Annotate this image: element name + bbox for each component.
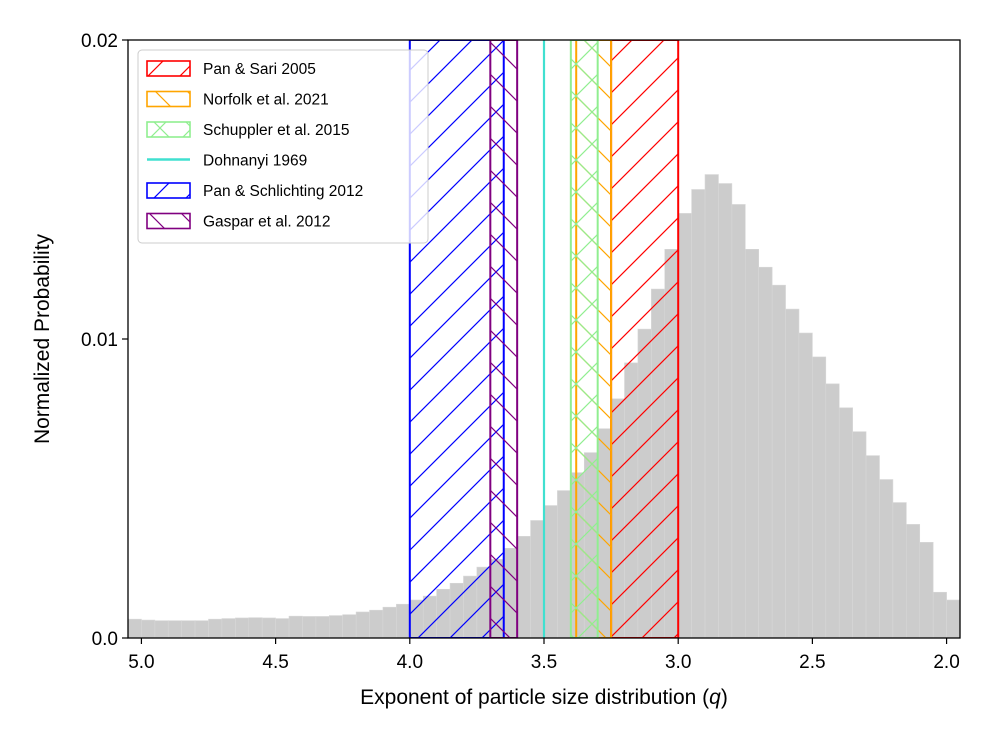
histogram-bar (530, 520, 545, 638)
histogram-bar (516, 536, 531, 638)
legend-label-gaspar-et-al-2012: Gaspar et al. 2012 (203, 214, 331, 231)
legend-label-dohnanyi-1969: Dohnanyi 1969 (203, 153, 307, 170)
legend-swatch-gaspar-et-al-2012 (146, 212, 191, 230)
y-tick-label: 0.0 (92, 629, 118, 650)
histogram-bar (704, 174, 719, 638)
histogram (128, 174, 997, 638)
histogram-bar (543, 505, 558, 638)
histogram-bar (181, 620, 196, 638)
histogram-bar (987, 610, 997, 638)
histogram-bar (167, 620, 182, 638)
histogram-bar (919, 542, 934, 638)
x-tick-label: 2.0 (933, 652, 959, 673)
histogram-bar (355, 611, 370, 638)
y-tick-label: 0.02 (81, 31, 118, 52)
legend-label-norfolk-et-al-2021: Norfolk et al. 2021 (203, 92, 329, 109)
x-tick-label: 3.0 (665, 652, 691, 673)
histogram-bar (342, 614, 357, 638)
band-pan-sari-2005 (610, 40, 680, 638)
histogram-bar (973, 607, 986, 638)
legend-swatch-norfolk-et-al-2021 (146, 90, 191, 108)
x-tick-label: 5.0 (128, 652, 154, 673)
histogram-bar (865, 455, 880, 638)
legend-frame (137, 49, 429, 244)
histogram-bar (302, 616, 317, 638)
histogram-bar (208, 618, 223, 638)
legend-label-pan-sari-2005: Pan & Sari 2005 (203, 61, 316, 78)
histogram-bar (261, 617, 276, 638)
x-tick-label: 3.5 (531, 652, 557, 673)
histogram-bar (758, 266, 773, 638)
x-tick-label: 4.0 (397, 652, 423, 673)
histogram-bar (382, 606, 397, 638)
band-gaspar-et-al-2012 (489, 40, 519, 638)
histogram-bar (275, 618, 290, 638)
histogram-bar (946, 599, 960, 638)
histogram-bar (852, 431, 867, 638)
x-axis-title: Exponent of particle size distribution (… (360, 686, 728, 709)
legend-label-schuppler-et-al-2015: Schuppler et al. 2015 (203, 122, 350, 139)
histogram-bar (194, 620, 209, 638)
reference-bands (408, 40, 680, 638)
histogram-bar (718, 183, 733, 638)
y-axis-title: Normalized Probability (31, 233, 54, 444)
histogram-bar (691, 189, 706, 638)
legend-swatch-pan-schlichting-2012 (146, 182, 191, 199)
x-tick-label: 2.5 (799, 652, 825, 673)
histogram-bar (315, 616, 330, 638)
histogram-bar (369, 609, 384, 638)
histogram-bar (906, 524, 921, 638)
x-tick-label: 4.5 (262, 652, 288, 673)
histogram-bar (932, 591, 947, 638)
histogram-bar (235, 617, 250, 638)
histogram-bar (771, 284, 786, 638)
histogram-bar (879, 479, 894, 638)
histogram-bar (838, 407, 853, 638)
histogram-bar (128, 618, 142, 638)
legend: Pan & Sari 2005 Norfolk et al. 2021 Schupp… (137, 49, 429, 244)
histogram-bar (959, 603, 960, 638)
legend-label-pan-schlichting-2012: Pan & Schlichting 2012 (203, 183, 363, 200)
histogram-bar (731, 204, 746, 638)
histogram-bar (154, 620, 169, 638)
band-schuppler-et-al-2015 (569, 40, 599, 638)
histogram-bar (396, 603, 411, 638)
legend-swatch-pan-sari-2005 (146, 60, 191, 77)
histogram-bar (825, 383, 840, 638)
histogram-bar (248, 617, 263, 638)
histogram-bar (892, 502, 907, 638)
histogram-bar (557, 490, 572, 638)
histogram-bar (221, 618, 236, 638)
histogram-bar (812, 356, 827, 638)
histogram-bar (328, 615, 344, 638)
x-axis-ticks: 5.0 4.5 4.0 3.5 3.0 2.5 2.0 (128, 638, 960, 673)
legend-swatch-schuppler-et-al-2015 (146, 121, 191, 138)
y-axis-ticks: 0.0 0.01 0.02 (81, 31, 128, 650)
histogram-bar (141, 619, 156, 638)
histogram-bar (744, 249, 760, 638)
histogram-bar (798, 332, 813, 638)
histogram-bar (785, 308, 800, 638)
histogram-bar (288, 615, 303, 638)
y-tick-label: 0.01 (81, 330, 118, 351)
histogram-bar (677, 213, 692, 638)
